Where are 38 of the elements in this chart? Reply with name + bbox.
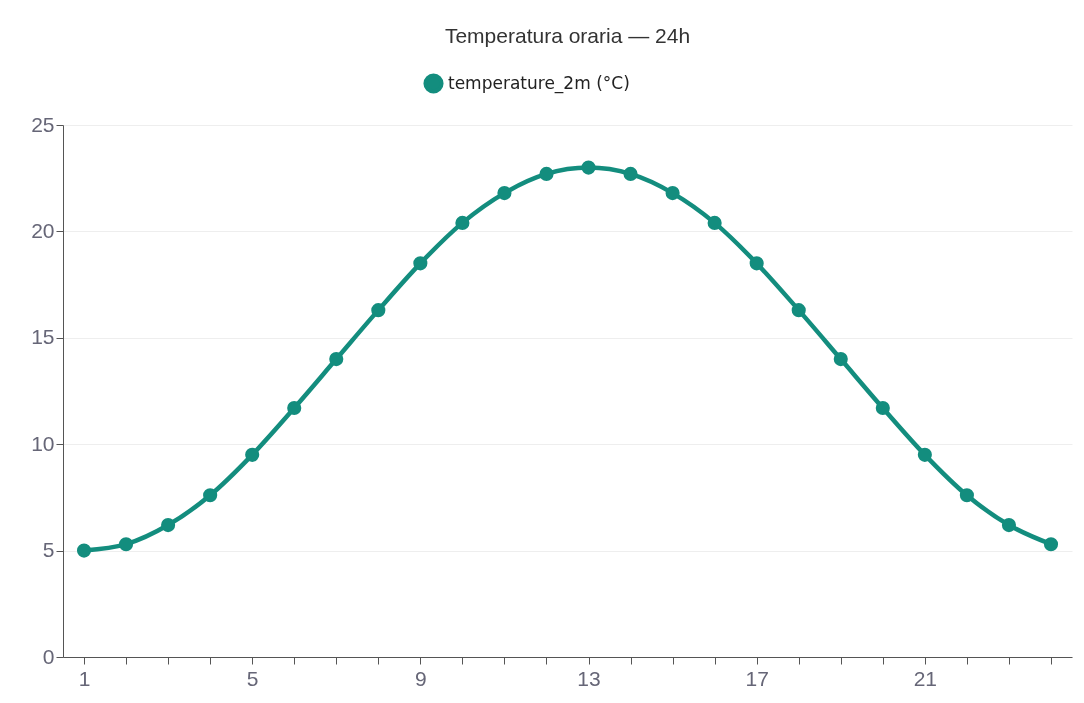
y-tick-label: 25 <box>31 112 55 136</box>
point <box>1001 518 1017 533</box>
point <box>371 303 386 318</box>
y-tick-label: 15 <box>31 325 55 349</box>
x-tick-label: 1 <box>78 666 91 690</box>
x-tick-label: 5 <box>246 666 259 690</box>
point <box>203 488 218 503</box>
y-tick-label: 0 <box>42 644 55 668</box>
chart-title: Temperatura oraria — 24h <box>444 24 691 47</box>
point <box>413 256 428 271</box>
y-tick-label: 5 <box>42 538 55 562</box>
point <box>455 215 470 230</box>
point <box>76 543 92 558</box>
point <box>539 166 554 181</box>
legend-label: temperature_2m (°C) <box>448 72 630 94</box>
point <box>118 537 134 552</box>
point <box>665 186 680 201</box>
point <box>833 352 848 367</box>
point <box>161 518 176 533</box>
point <box>245 447 260 462</box>
x-tick-label: 17 <box>745 666 769 690</box>
y-tick-label: 10 <box>31 431 55 455</box>
point <box>875 400 890 416</box>
point <box>329 352 344 367</box>
point <box>791 303 806 318</box>
point <box>917 447 932 462</box>
x-tick-label: 9 <box>415 666 427 690</box>
x-tick-label: 13 <box>577 666 601 690</box>
point <box>959 488 974 503</box>
y-tick-label: 20 <box>31 218 55 242</box>
point <box>749 256 764 271</box>
point <box>1043 537 1059 552</box>
x-tick-label: 21 <box>913 666 938 690</box>
point <box>623 166 638 181</box>
point <box>497 186 512 201</box>
point <box>707 215 722 230</box>
point <box>287 400 302 416</box>
point <box>581 160 596 175</box>
